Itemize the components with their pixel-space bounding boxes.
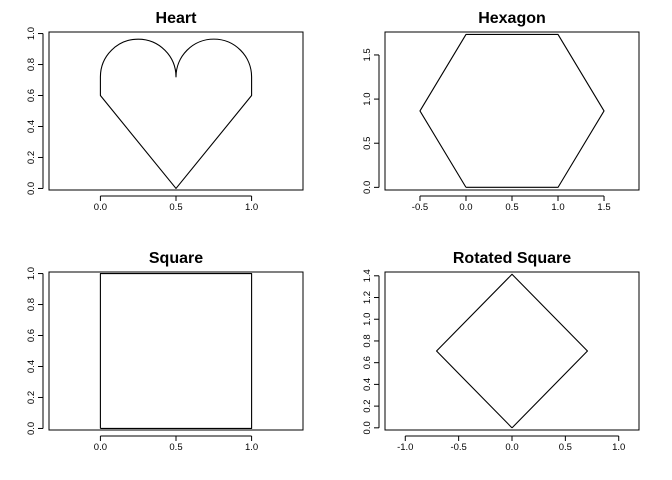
heart-title: Heart [156, 10, 198, 27]
heart-y-tick-label: 0.0 [26, 182, 37, 195]
heart-y-tick-label: 0.6 [26, 89, 37, 102]
rotated-square-y-tick-label: 0.6 [362, 356, 373, 369]
rotated-square-panel: Rotated Square -1.0 -0.5 0.0 0.5 1.0 0.0 0.2 0.4… [362, 250, 640, 453]
square-y-tick-label: 0.0 [26, 422, 37, 435]
square-y-tick-label: 0.8 [26, 298, 37, 311]
square-y-tick-label: 0.2 [26, 391, 37, 404]
hexagon-y-tick-label: 1.0 [362, 92, 373, 105]
hexagon-x-tick-label: 0.5 [505, 202, 518, 213]
hexagon-x-tick-label: 0.0 [459, 202, 472, 213]
hexagon-outline [419, 33, 605, 188]
heart-x-tick-label: 0.0 [94, 202, 107, 213]
rotated-square-y-tick-label: 0.8 [362, 334, 373, 347]
rotated-square-y-tick-label: 1.0 [362, 313, 373, 326]
square-x-tick-label: 0.5 [169, 442, 182, 453]
hexagon-y-tick-label: 0.0 [362, 181, 373, 194]
rotated-square-title: Rotated Square [453, 250, 571, 267]
rotated-square-y-tick-label: 0.0 [362, 421, 373, 434]
rotated-square-x-tick-label: 0.0 [505, 442, 518, 453]
hexagon-plot-frame [384, 31, 640, 191]
square-y-tick-label: 0.4 [26, 360, 37, 373]
heart-x-tick-label: 1.0 [245, 202, 258, 213]
hexagon-x-tick-label: -0.5 [412, 202, 428, 213]
rotated-square-x-tick-label: 0.5 [559, 442, 572, 453]
hexagon-x-tick-label: 1.0 [551, 202, 564, 213]
rotated-square-y-tick-label: 1.2 [362, 291, 373, 304]
rotated-square-plot-frame [384, 271, 640, 431]
hexagon-x-tick-label: 1.5 [597, 202, 610, 213]
heart-y-tick-label: 1.0 [26, 27, 37, 40]
square-panel: Square 0.0 0.5 1.0 0.0 0.2 0.4 0.6 0.8 1.0 [26, 250, 304, 453]
hexagon-y-tick-label: 0.5 [362, 137, 373, 150]
heart-y-tick-label: 0.8 [26, 58, 37, 71]
rotated-square-x-tick-label: 1.0 [612, 442, 625, 453]
heart-x-tick-label: 0.5 [169, 202, 182, 213]
square-y-tick-label: 1.0 [26, 267, 37, 280]
rotated-square-x-tick-label: -1.0 [397, 442, 413, 453]
heart-curve [99, 38, 253, 190]
square-x-tick-label: 1.0 [245, 442, 258, 453]
square-outline [99, 272, 253, 430]
heart-plot-frame [48, 31, 304, 191]
rotated-square-y-tick-label: 0.2 [362, 400, 373, 413]
square-x-tick-label: 0.0 [94, 442, 107, 453]
rotated-square-x-tick-label: -0.5 [450, 442, 466, 453]
rotated-square-y-tick-label: 1.4 [362, 269, 373, 282]
hexagon-y-tick-label: 1.5 [362, 48, 373, 61]
heart-y-tick-label: 0.2 [26, 151, 37, 164]
rotated-square-outline [435, 273, 589, 429]
square-y-tick-label: 0.6 [26, 329, 37, 342]
heart-panel: Heart 0.0 0.5 1.0 0.0 0.2 0.4 0.6 0.8 1.0 [26, 10, 304, 213]
rotated-square-y-tick-label: 0.4 [362, 378, 373, 391]
hexagon-title: Hexagon [478, 10, 546, 27]
heart-y-tick-label: 0.4 [26, 120, 37, 133]
square-plot-frame [48, 271, 304, 431]
square-title: Square [149, 250, 203, 267]
hexagon-panel: Hexagon -0.5 0.0 0.5 1.0 1.5 0.0 0.5 1.0 1.5 [362, 10, 640, 213]
